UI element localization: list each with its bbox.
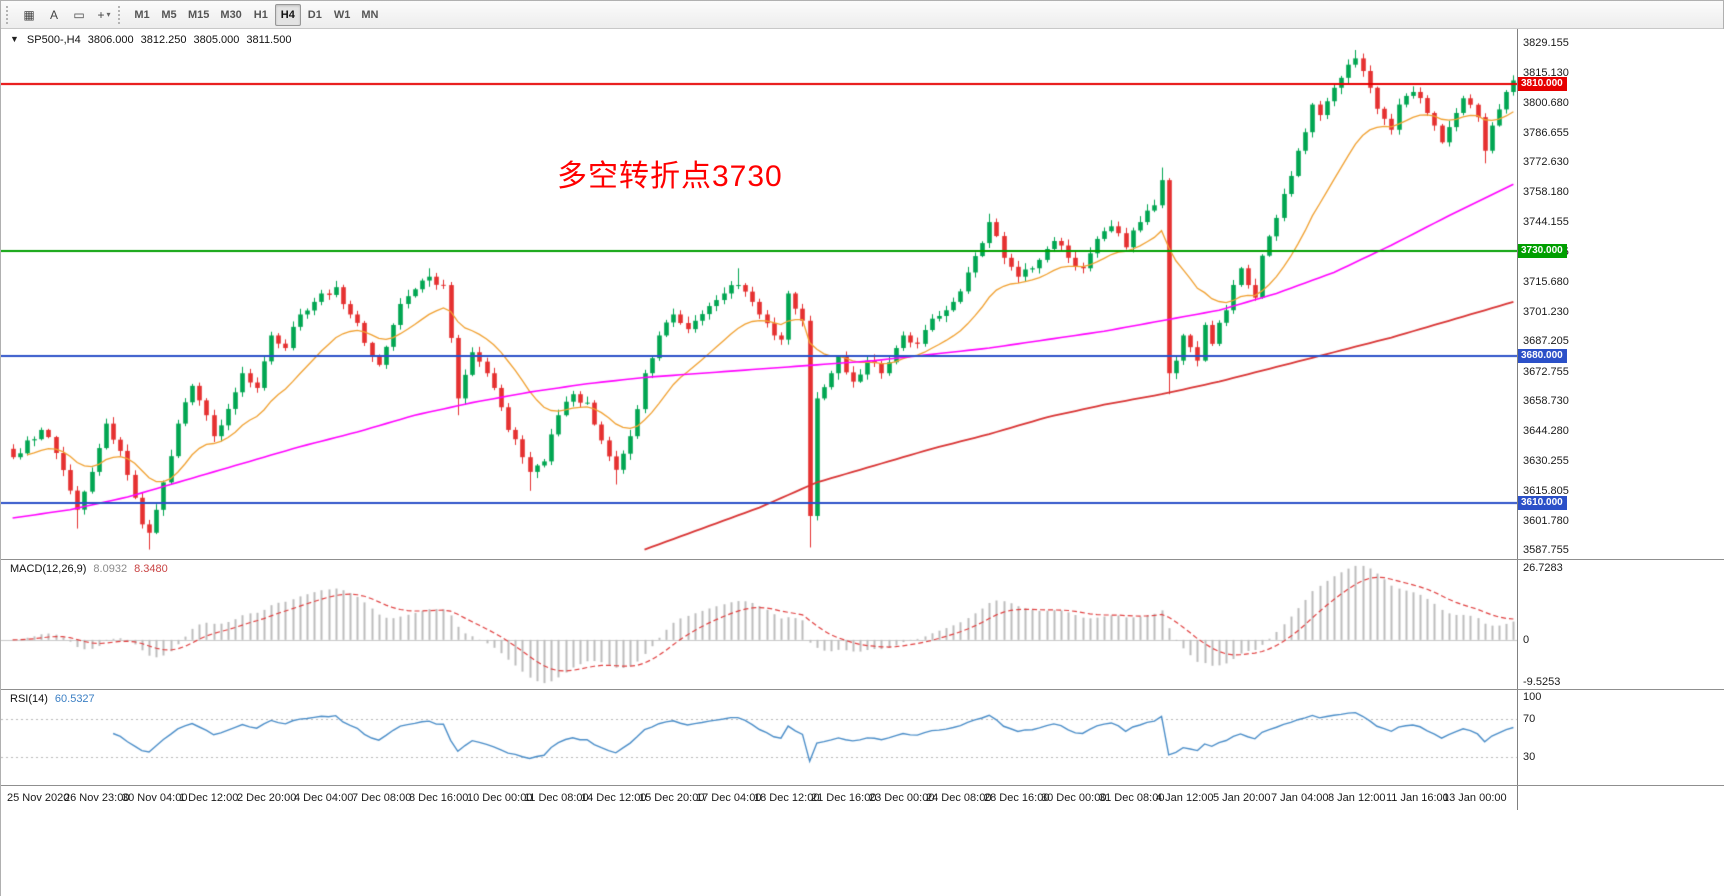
macd-header: MACD(12,26,9) 8.0932 8.3480: [10, 563, 168, 575]
price-level-badge: 3810.000: [1518, 77, 1567, 91]
time-axis-label: 28 Dec 16:00: [984, 792, 1050, 804]
time-axis-label: 21 Dec 16:00: [811, 792, 877, 804]
low-value: 3805.000: [193, 34, 240, 46]
time-axis-label: 26 Nov 23:00: [64, 792, 130, 804]
time-axis-label: 11 Jan 16:00: [1386, 792, 1449, 804]
time-axis-label: 24 Dec 08:00: [926, 792, 992, 804]
price-axis-tick: 3715.680: [1523, 276, 1569, 288]
toolbar-drag-handle[interactable]: [6, 5, 12, 24]
text-tool-icon[interactable]: A: [49, 7, 58, 22]
time-axis-label: 25 Nov 2020: [7, 792, 70, 804]
price-level-badge: 3610.000: [1518, 496, 1567, 510]
chart-area: ▼ SP500-,H4 3806.000 3812.250 3805.000 3…: [1, 29, 1724, 896]
time-axis-label: 4 Jan 12:00: [1156, 792, 1214, 804]
price-axis-tick: 3786.655: [1523, 127, 1569, 139]
timeframe-button-m30[interactable]: M30: [220, 8, 242, 21]
timeframe-button-d1[interactable]: D1: [307, 8, 322, 21]
toolbar-drag-handle[interactable]: [118, 5, 124, 24]
time-axis-label: 8 Dec 16:00: [409, 792, 469, 804]
crosshair-tool-icon[interactable]: + ▾: [97, 7, 111, 22]
time-axis-label: 11 Dec 08:00: [524, 792, 589, 804]
price-axis-tick: 3658.730: [1523, 395, 1569, 407]
macd-main-value: 8.0932: [93, 563, 128, 575]
symbol-period-label: SP500-,H4: [26, 34, 81, 46]
time-axis-label: 30 Dec 00:00: [1041, 792, 1107, 804]
macd-axis-tick: 26.7283: [1523, 562, 1563, 574]
price-axis-tick: 3772.630: [1523, 156, 1569, 168]
price-axis-tick: 3687.205: [1523, 335, 1569, 347]
price-axis-tick: 3829.155: [1523, 37, 1569, 49]
time-axis-label: 5 Jan 20:00: [1213, 792, 1271, 804]
macd-axis-tick: -9.5253: [1523, 676, 1561, 688]
price-axis-tick: 3800.680: [1523, 97, 1569, 109]
price-axis-tick: 3672.755: [1523, 366, 1569, 378]
price-axis-tick: 3644.280: [1523, 425, 1569, 437]
price-axis[interactable]: 3829.155 3815.130 3800.680 3786.655 3772.630…: [1517, 29, 1724, 810]
timeframe-button-m5[interactable]: M5: [161, 8, 177, 21]
open-value: 3806.000: [87, 34, 134, 46]
price-level-badge: 3730.000: [1518, 244, 1567, 258]
time-axis-label: 13 Jan 00:00: [1443, 792, 1507, 804]
chart-ohlc-header: ▼ SP500-,H4 3806.000 3812.250 3805.000 3…: [10, 34, 291, 46]
time-axis-label: 31 Dec 08:00: [1099, 792, 1165, 804]
timeframe-button-mn[interactable]: MN: [361, 8, 379, 21]
price-axis-tick: 3587.755: [1523, 544, 1569, 556]
price-axis-tick: 3630.255: [1523, 455, 1569, 467]
rsi-value: 60.5327: [54, 693, 95, 705]
time-axis-label: 2 Dec 20:00: [237, 792, 297, 804]
macd-indicator-canvas[interactable]: [1, 560, 1517, 689]
rsi-axis-tick: 70: [1523, 713, 1536, 725]
chart-shift-marker-icon: ▼: [10, 34, 19, 44]
price-axis-tick: 3758.180: [1523, 186, 1569, 198]
price-axis-tick: 3701.230: [1523, 306, 1569, 318]
high-value: 3812.250: [140, 34, 187, 46]
time-axis-label: 14 Dec 12:00: [581, 792, 647, 804]
price-chart-canvas[interactable]: [1, 29, 1517, 559]
panel-splitter[interactable]: [1, 689, 1724, 690]
price-axis-tick: 3615.805: [1523, 485, 1569, 497]
price-axis-tick: 3601.780: [1523, 515, 1569, 527]
price-axis-tick: 3815.130: [1523, 67, 1569, 79]
rectangle-tool-icon[interactable]: ▭: [73, 7, 85, 22]
time-axis-label: 7 Jan 04:00: [1271, 792, 1329, 804]
panel-splitter[interactable]: [1, 785, 1724, 786]
rsi-header: RSI(14) 60.5327: [10, 693, 95, 705]
timeframe-toolbar: M1 M5 M15 M30 H1 H4 D1 W1 MN: [129, 3, 383, 26]
macd-label: MACD(12,26,9): [10, 563, 87, 575]
time-axis-label: 1 Dec 12:00: [179, 792, 239, 804]
timeframe-button-h4[interactable]: H4: [274, 3, 301, 26]
macd-signal-value: 8.3480: [134, 563, 168, 575]
macd-axis-tick: 0: [1523, 634, 1530, 646]
main-toolbar: ▦ A ▭ + ▾ M1 M5 M15 M30 H1 H4 D1 W1 MN: [1, 1, 1723, 29]
time-axis-label: 15 Dec 20:00: [639, 792, 705, 804]
rsi-label: RSI(14): [10, 693, 48, 705]
close-value: 3811.500: [246, 34, 292, 46]
time-axis-label: 7 Dec 08:00: [352, 792, 412, 804]
time-axis-label: 30 Nov 04:00: [122, 792, 188, 804]
price-level-badge: 3680.000: [1518, 349, 1567, 363]
timeframe-button-w1[interactable]: W1: [333, 8, 351, 21]
dropdown-caret-icon: ▾: [106, 10, 111, 19]
rsi-indicator-canvas[interactable]: [1, 690, 1517, 785]
chart-annotation-text[interactable]: 多空转折点3730: [557, 160, 783, 193]
time-axis-label: 4 Dec 04:00: [294, 792, 354, 804]
time-axis-label: 18 Dec 12:00: [754, 792, 820, 804]
timeframe-button-h1[interactable]: H1: [253, 8, 268, 21]
time-axis-label: 17 Dec 04:00: [696, 792, 762, 804]
timeframe-button-m15[interactable]: M15: [188, 8, 210, 21]
tool-button-group: ▦ A ▭ + ▾: [17, 4, 116, 26]
time-axis-label: 8 Jan 12:00: [1328, 792, 1386, 804]
timeframe-button-m1[interactable]: M1: [134, 8, 150, 21]
panel-splitter[interactable]: [1, 559, 1724, 560]
time-axis-label: 10 Dec 00:00: [467, 792, 533, 804]
rsi-axis-tick: 30: [1523, 751, 1536, 763]
time-axis-label: 23 Dec 00:00: [869, 792, 935, 804]
time-axis[interactable]: 25 Nov 2020 26 Nov 23:00 30 Nov 04:00 1 Dec…: [1, 786, 1517, 810]
rsi-axis-tick: 100: [1523, 691, 1542, 703]
chart-windows-icon[interactable]: ▦: [23, 7, 35, 22]
price-axis-tick: 3744.155: [1523, 216, 1569, 228]
